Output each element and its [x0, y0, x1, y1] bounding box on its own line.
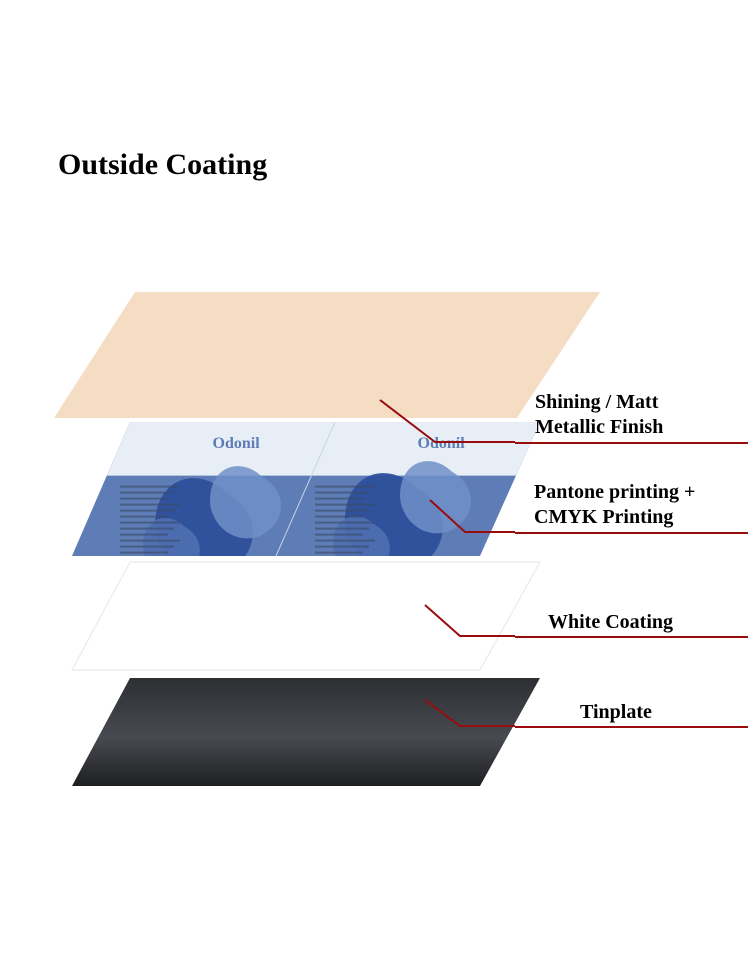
label-tinplate: Tinplate [580, 700, 652, 725]
underline-white-coating [515, 636, 748, 638]
label-metallic-finish: Shining / MattMetallic Finish [535, 390, 663, 440]
svg-text:Odonil: Odonil [418, 435, 466, 452]
layer-tinplate [72, 678, 540, 786]
layer-white-coating [72, 562, 540, 670]
svg-text:Odonil: Odonil [213, 435, 261, 452]
layer-metallic-finish [54, 292, 600, 418]
label-pantone-cmyk: Pantone printing +CMYK Printing [534, 480, 695, 530]
underline-pantone-cmyk [515, 532, 748, 534]
label-white-coating: White Coating [548, 610, 673, 635]
underline-metallic-finish [515, 442, 748, 444]
underline-tinplate [515, 726, 748, 728]
